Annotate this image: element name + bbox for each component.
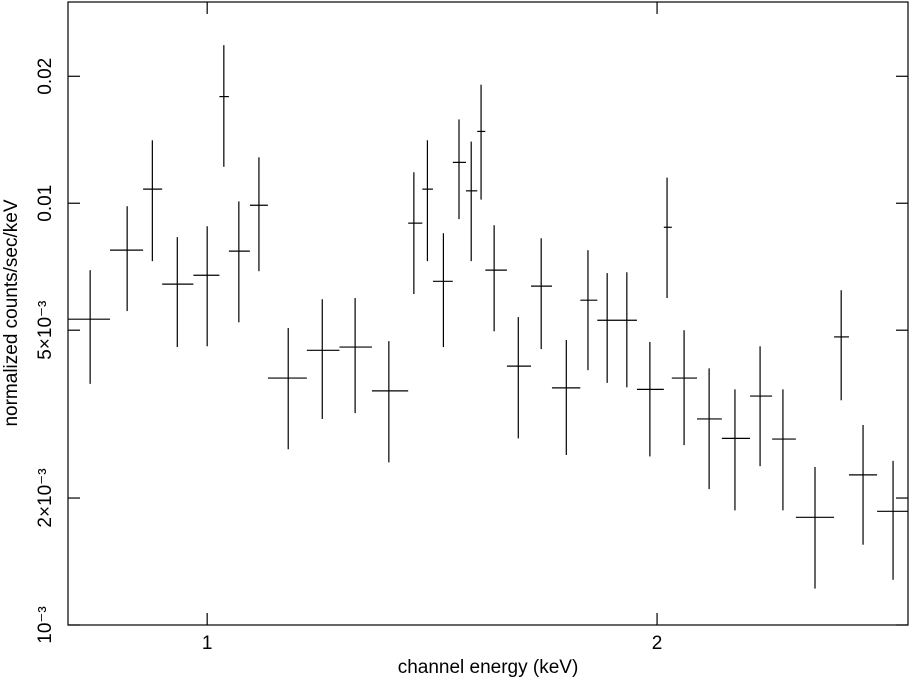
y-tick-label: 0.01 xyxy=(35,185,56,222)
plot-frame xyxy=(67,1,909,626)
x-tick-label: 1 xyxy=(202,633,213,654)
y-tick-label: 5×10⁻³ xyxy=(35,301,56,360)
x-axis-title: channel energy (keV) xyxy=(398,657,579,678)
x-tick-label: 2 xyxy=(652,633,663,654)
y-axis-title: normalized counts/sec/keV xyxy=(1,199,22,426)
y-tick-label: 10⁻³ xyxy=(35,606,56,644)
y-tick-label: 2×10⁻³ xyxy=(35,468,56,527)
y-tick-label: 0.02 xyxy=(35,58,56,95)
